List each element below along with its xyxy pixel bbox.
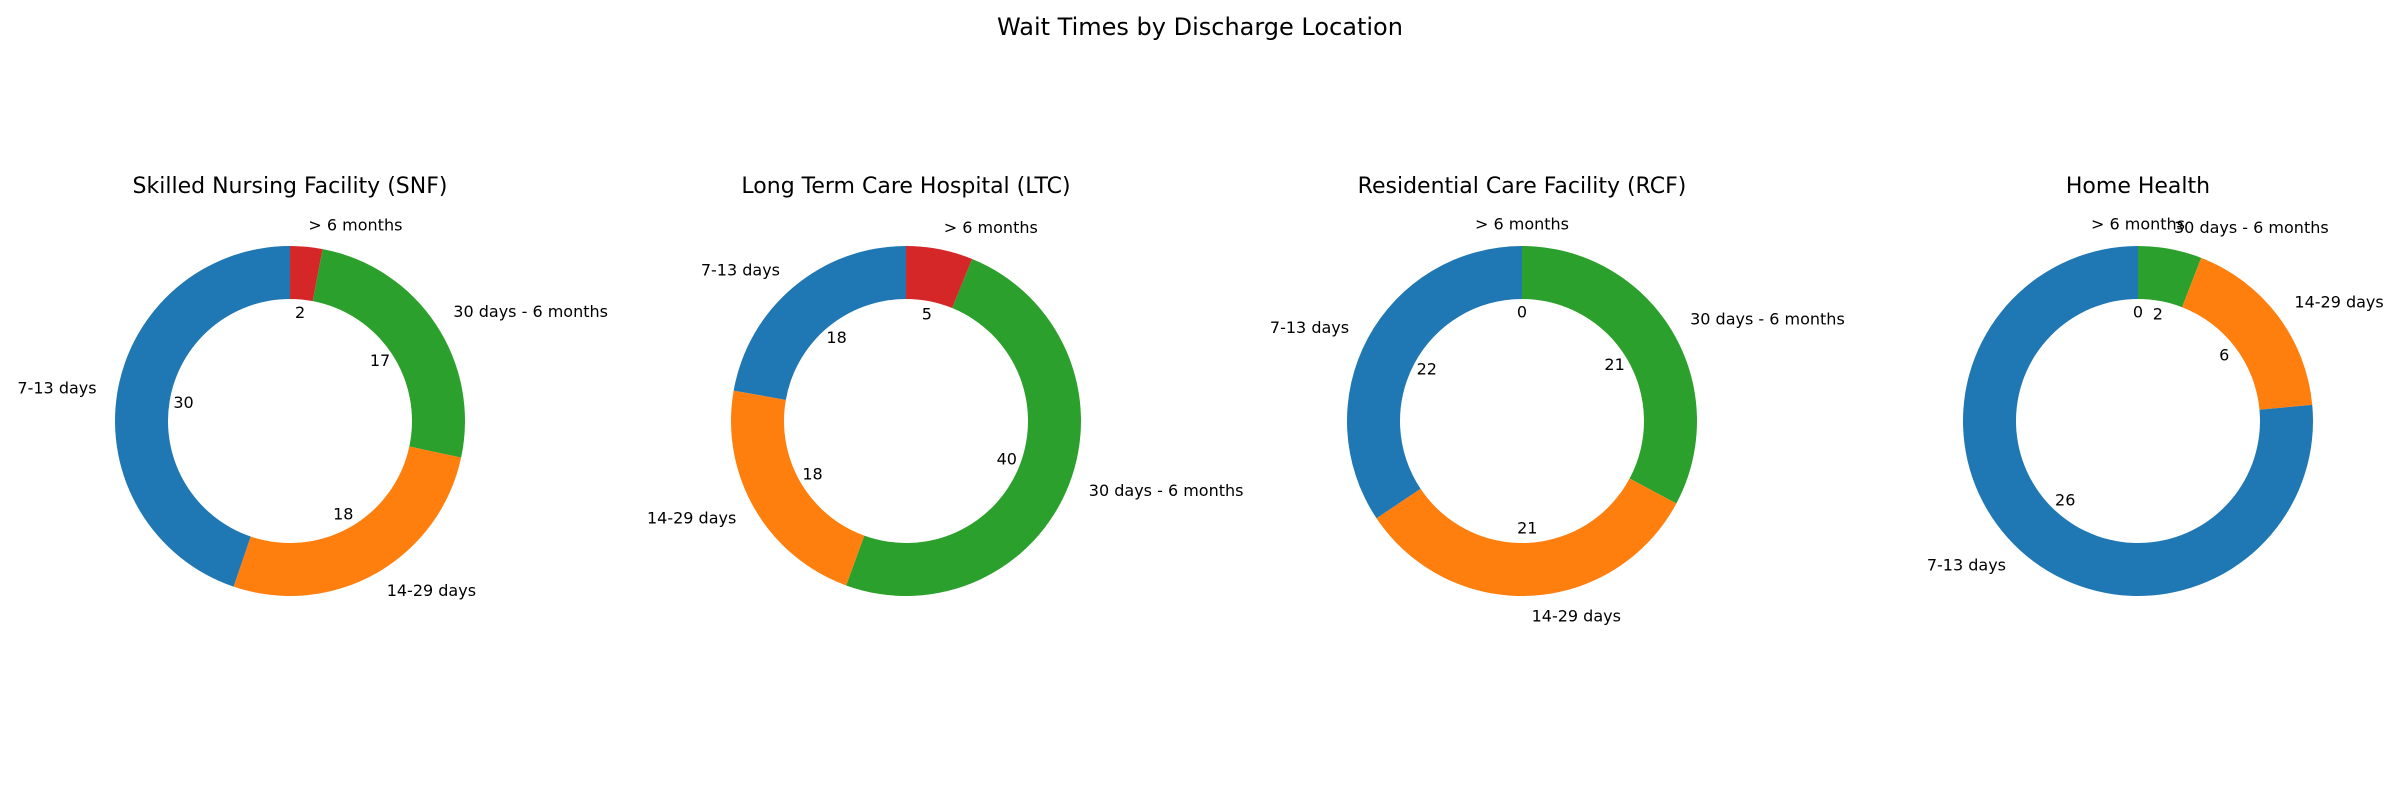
slices-group	[1962, 246, 2313, 597]
donut-chart-home-health: Home Health > 6 months 0 30 days - 6 month…	[1927, 174, 2384, 597]
value-label: 2	[2153, 304, 2163, 323]
slice-label: 30 days - 6 months	[453, 302, 608, 321]
slice-14-29-days	[233, 446, 462, 596]
slice-label: 30 days - 6 months	[1089, 481, 1244, 500]
slice-6-months	[906, 246, 973, 309]
slice-label: > 6 months	[308, 215, 402, 234]
slice-label: > 6 months	[2091, 215, 2185, 234]
slice-7-13-days	[1347, 246, 1522, 519]
value-label: 18	[826, 328, 846, 347]
slice-7-13-days	[115, 246, 290, 587]
slice-label: 7-13 days	[1270, 318, 1349, 337]
slice-label: 30 days - 6 months	[1690, 310, 1845, 329]
slice-30-days-6-months	[312, 249, 465, 458]
slice-label: 30 days - 6 months	[2174, 218, 2329, 237]
labels-group: > 6 months 0 30 days - 6 months 21 14-29 day…	[1270, 215, 1845, 626]
slices-group	[1347, 246, 1697, 596]
value-label: 21	[1604, 355, 1624, 374]
slice-label: > 6 months	[944, 218, 1038, 237]
value-label: 0	[1517, 303, 1527, 322]
value-label: 0	[2133, 303, 2143, 322]
labels-group: > 6 months 5 30 days - 6 months 40 14-29 day…	[647, 218, 1244, 527]
value-label: 26	[2055, 490, 2075, 509]
slice-30-days-6-months	[1522, 246, 1697, 504]
value-label: 18	[333, 504, 353, 523]
slice-label: 14-29 days	[2294, 292, 2383, 311]
slice-label: 7-13 days	[701, 260, 780, 279]
chart-title: Residential Care Facility (RCF)	[1358, 174, 1687, 199]
value-label: 2	[295, 303, 305, 322]
slice-7-13-days	[1962, 246, 2313, 597]
labels-group: > 6 months 2 30 days - 6 months 17 14-29 day…	[17, 215, 608, 600]
slice-14-29-days	[1376, 478, 1677, 596]
slice-30-days-6-months	[2138, 246, 2202, 308]
value-label: 21	[1517, 518, 1537, 537]
slice-14-29-days	[730, 390, 865, 586]
value-label: 18	[802, 465, 822, 484]
slice-label: 14-29 days	[647, 509, 736, 528]
value-label: 40	[997, 449, 1017, 468]
value-label: 30	[173, 393, 193, 412]
slice-7-13-days	[733, 246, 906, 400]
slice-label: 14-29 days	[1532, 606, 1621, 625]
slice-30-days-6-months	[846, 258, 1082, 597]
chart-title: Skilled Nursing Facility (SNF)	[133, 174, 448, 199]
value-label: 5	[922, 305, 932, 324]
chart-title: Home Health	[2066, 174, 2210, 199]
slices-group	[730, 246, 1082, 597]
value-label: 22	[1417, 360, 1437, 379]
value-label: 17	[370, 351, 390, 370]
donut-chart-snf: Skilled Nursing Facility (SNF) > 6 month…	[17, 174, 608, 600]
donut-chart-ltc: Long Term Care Hospital (LTC) > 6 months…	[647, 174, 1244, 597]
slice-label: 7-13 days	[17, 379, 96, 398]
slice-14-29-days	[2182, 257, 2313, 410]
labels-group: > 6 months 0 30 days - 6 months 2 14-29 days…	[1927, 215, 2384, 575]
slice-label: > 6 months	[1475, 215, 1569, 234]
slices-group	[115, 246, 465, 596]
slice-label: 14-29 days	[387, 581, 476, 600]
slice-label: 7-13 days	[1927, 555, 2006, 574]
chart-title: Long Term Care Hospital (LTC)	[741, 174, 1070, 199]
slice-6-months	[290, 246, 323, 302]
figure-title: Wait Times by Discharge Location	[997, 13, 1403, 41]
donut-chart-rcf: Residential Care Facility (RCF) > 6 mont…	[1270, 174, 1845, 625]
value-label: 6	[2219, 345, 2229, 364]
